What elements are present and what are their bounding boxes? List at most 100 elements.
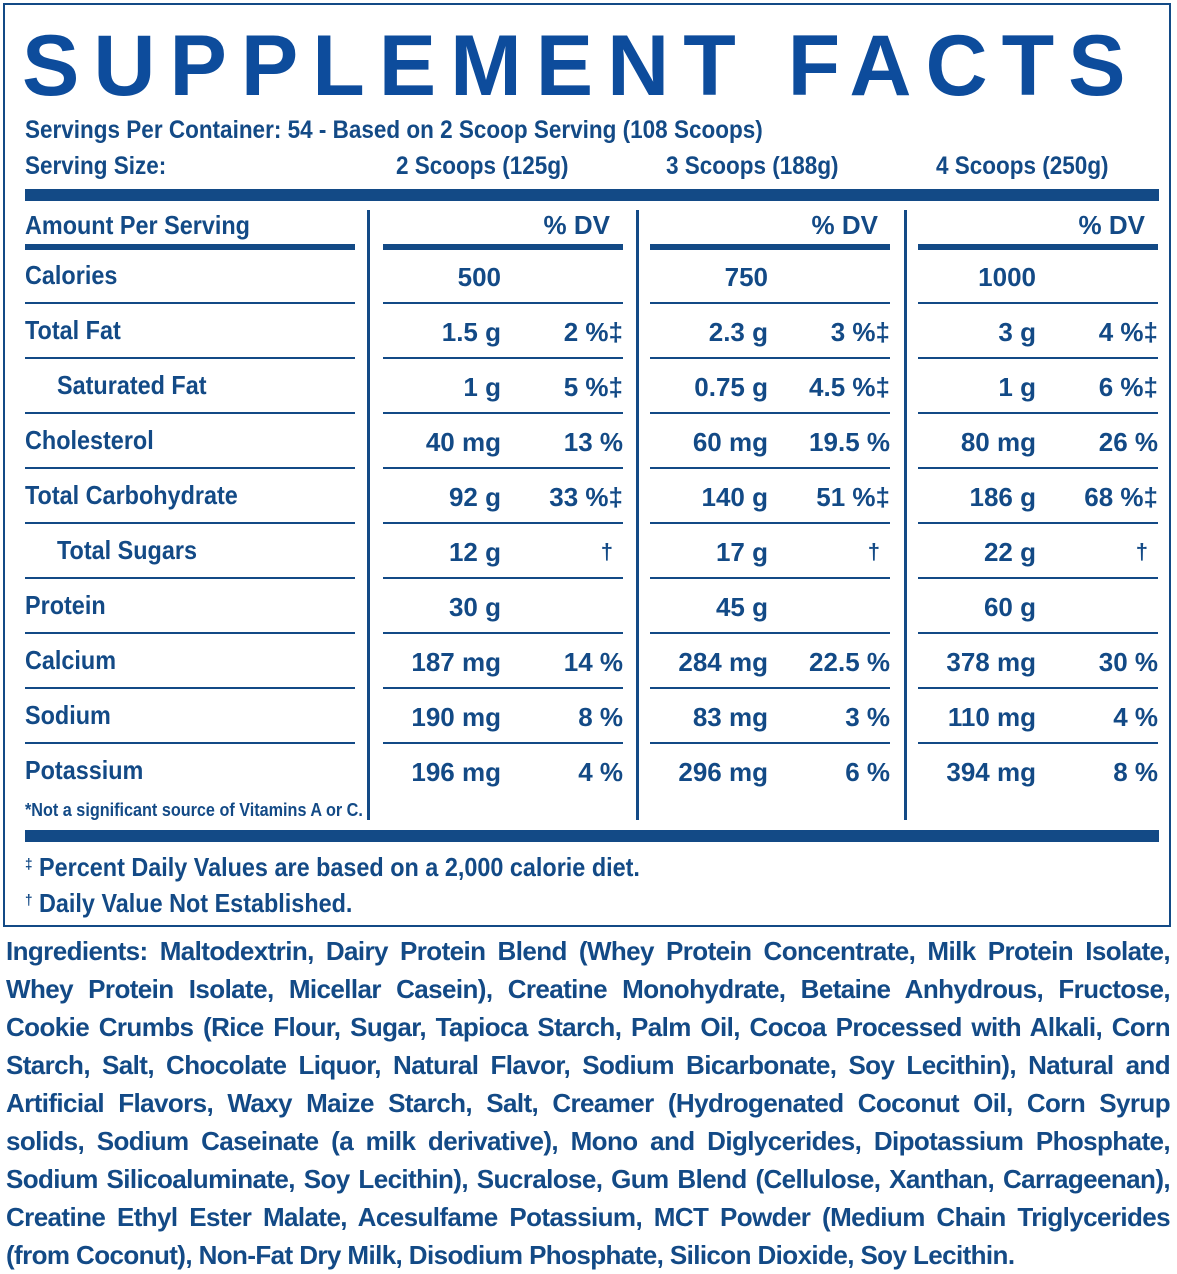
amount-value: 500 — [457, 262, 501, 292]
dv-value: 4 % — [578, 757, 623, 787]
amount-value: 394 mg — [946, 757, 1036, 787]
footnote-text: Daily Value Not Established. — [39, 888, 353, 918]
dv-value: 4 %‡ — [1098, 317, 1158, 347]
dagger-symbol: † — [25, 892, 33, 909]
row-divider — [918, 687, 1158, 689]
amount-value: 1 g — [998, 372, 1036, 402]
nutrient-label: Cholesterol — [25, 425, 154, 455]
row-divider — [383, 742, 623, 744]
amount-value: 190 mg — [411, 702, 501, 732]
dv-value: 3 %‡ — [830, 317, 890, 347]
amount-value: 83 mg — [692, 702, 768, 732]
serving-size-2-scoops: 2 Scoops (125g) — [396, 152, 569, 180]
header-underline — [918, 244, 1158, 250]
dv-value: † — [600, 539, 613, 564]
nutrient-label: Calories — [25, 260, 118, 290]
row-divider — [650, 632, 890, 634]
dv-value: 22.5 % — [809, 647, 890, 677]
amount-value: 12 g — [448, 537, 501, 567]
dv-value: 68 %‡ — [1084, 482, 1158, 512]
amount-value: 22 g — [983, 537, 1036, 567]
row-divider — [918, 467, 1158, 469]
row-divider — [383, 467, 623, 469]
column-divider — [636, 210, 639, 820]
row-divider — [25, 467, 355, 469]
footnote-daily-values: ‡ Percent Daily Values are based on a 2,… — [25, 852, 640, 882]
column-divider — [904, 210, 907, 820]
supplement-facts-panel — [3, 3, 1171, 927]
amount-value: 140 g — [701, 482, 769, 512]
ingredients-label: Ingredients: — [6, 936, 148, 966]
row-divider — [25, 632, 355, 634]
dv-header-2: % DV — [811, 210, 878, 240]
amount-value: 17 g — [715, 537, 768, 567]
row-divider — [25, 687, 355, 689]
row-divider — [25, 522, 355, 524]
dv-value: 33 %‡ — [549, 482, 623, 512]
amount-value: 186 g — [969, 482, 1037, 512]
nutrient-label: Potassium — [25, 755, 144, 785]
dv-value: 4.5 %‡ — [809, 372, 890, 402]
vitamin-note: *Not a significant source of Vitamins A … — [25, 800, 363, 820]
row-divider — [25, 577, 355, 579]
dv-value: 8 % — [578, 702, 623, 732]
dv-value: 8 % — [1113, 757, 1158, 787]
amount-value: 187 mg — [411, 647, 501, 677]
dv-value: 26 % — [1098, 427, 1158, 457]
amount-value: 1000 — [978, 262, 1036, 292]
amount-value: 1 g — [463, 372, 501, 402]
row-divider — [918, 302, 1158, 304]
dv-value: 3 % — [845, 702, 890, 732]
serving-size-label: Serving Size: — [25, 152, 167, 180]
nutrient-label: Protein — [25, 590, 106, 620]
top-divider — [25, 189, 1159, 201]
amount-value: 80 mg — [960, 427, 1036, 457]
bottom-divider — [25, 830, 1159, 842]
dv-value: † — [867, 539, 880, 564]
amount-value: 284 mg — [678, 647, 768, 677]
ingredients: Ingredients: Maltodextrin, Dairy Protein… — [6, 932, 1171, 1274]
row-divider — [383, 632, 623, 634]
row-divider — [918, 412, 1158, 414]
amount-value: 3 g — [998, 317, 1036, 347]
dv-header-3: % DV — [1078, 210, 1145, 240]
nutrient-label: Total Sugars — [57, 535, 197, 565]
row-divider — [383, 577, 623, 579]
dv-value: 6 %‡ — [1098, 372, 1158, 402]
serving-size-4-scoops: 4 Scoops (250g) — [936, 152, 1109, 180]
amount-value: 40 mg — [425, 427, 501, 457]
dv-value: 14 % — [563, 647, 623, 677]
header-underline — [383, 244, 623, 250]
nutrient-label: Saturated Fat — [57, 370, 207, 400]
row-divider — [918, 357, 1158, 359]
nutrient-label: Sodium — [25, 700, 111, 730]
row-divider — [650, 742, 890, 744]
row-divider — [650, 577, 890, 579]
row-divider — [918, 742, 1158, 744]
row-divider — [25, 357, 355, 359]
panel-title: SUPPLEMENT FACTS — [22, 18, 1140, 114]
serving-size-3-scoops: 3 Scoops (188g) — [666, 152, 839, 180]
header-underline — [25, 244, 355, 250]
amount-value: 92 g — [448, 482, 501, 512]
amount-value: 2.3 g — [708, 317, 768, 347]
row-divider — [918, 522, 1158, 524]
footnote-dv-not-established: † Daily Value Not Established. — [25, 888, 352, 918]
row-divider — [383, 412, 623, 414]
row-divider — [650, 302, 890, 304]
amount-value: 750 — [724, 262, 768, 292]
amount-value: 30 g — [448, 592, 501, 622]
dv-value: † — [1135, 539, 1148, 564]
amount-value: 60 g — [983, 592, 1036, 622]
dv-value: 2 %‡ — [563, 317, 623, 347]
row-divider — [25, 302, 355, 304]
amount-value: 0.75 g — [694, 372, 768, 402]
footnote-text: Percent Daily Values are based on a 2,00… — [39, 852, 640, 882]
dv-header-1: % DV — [543, 210, 610, 240]
row-divider — [383, 357, 623, 359]
row-divider — [383, 302, 623, 304]
row-divider — [918, 632, 1158, 634]
row-divider — [25, 742, 355, 744]
amount-value: 296 mg — [678, 757, 768, 787]
amount-value: 1.5 g — [441, 317, 501, 347]
